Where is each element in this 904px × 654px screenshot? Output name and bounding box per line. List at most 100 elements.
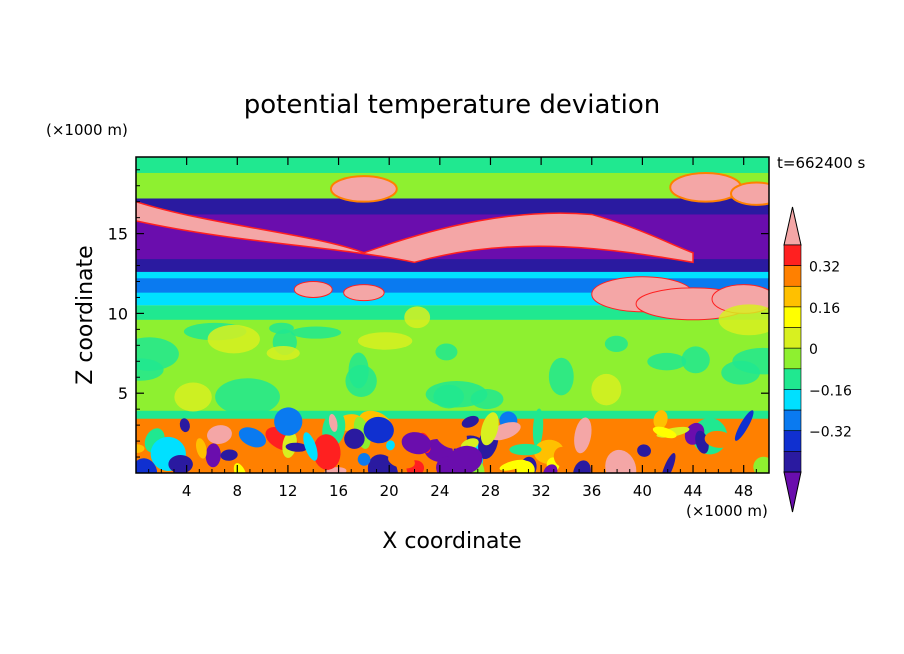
field-patch [344,428,365,449]
field-patch [637,444,651,457]
colorbar-swatch [783,244,802,266]
field-patch [480,412,499,446]
x-tick-label: 12 [278,482,297,500]
x-tick-label: 24 [430,482,449,500]
x-tick-label: 8 [233,482,243,500]
field-band [136,198,769,215]
field-patch [196,438,207,459]
field-patch [574,417,592,454]
field-patch [388,453,415,469]
colorbar: 0.32 0.16 0 −0.16 −0.32 [783,206,852,513]
x-tick-label: 32 [532,482,551,500]
field-patch [328,414,338,432]
field-patch [573,460,591,473]
field-patch [207,425,232,444]
contour-field [136,157,769,473]
field-patch [669,171,743,203]
x-tick-label: 20 [380,482,399,500]
x-unit-label: (×1000 m) [686,502,768,520]
field-patch [179,418,190,433]
field-patch [266,346,300,361]
field-patch [433,384,464,409]
field-patch [734,410,754,441]
field-patch [313,434,341,470]
y-tick-label: 15 [108,225,128,244]
field-patch [174,382,212,412]
field-patch [605,449,637,473]
colorbar-label: 0.16 [809,301,840,317]
colorbar-swatch [783,265,802,287]
field-band [136,259,769,272]
x-tick-label: 48 [734,482,753,500]
field-band [136,305,769,320]
field-patch [303,432,318,461]
field-patch [207,324,260,354]
field-patch [329,175,398,203]
field-patch [730,181,769,206]
colorbar-swatch [783,347,802,370]
y-axis-label: Z coordinate [73,245,98,384]
colorbar-swatch [783,368,802,390]
field-patch [345,364,377,398]
field-band [136,410,769,419]
field-patch [285,442,308,452]
x-tick-label: 40 [633,482,652,500]
colorbar-label: 0 [809,342,818,358]
field-patch [652,426,677,439]
field-patch [343,284,385,302]
y-axis: 5 10 15 [108,169,769,458]
field-patch [509,443,542,456]
field-patch [404,306,431,329]
field-patch [591,373,622,406]
field-patch [704,430,733,448]
field-patch [461,415,479,428]
x-tick-label: 16 [329,482,348,500]
field-patch [553,446,572,468]
field-patch [274,407,303,436]
field-patch [718,304,769,336]
y-unit-label: (×1000 m) [46,121,128,139]
field-patch [661,453,676,473]
x-axis: 4 8 12 16 20 24 28 32 36 40 44 48 [148,157,757,500]
field-patch [269,322,294,334]
field-patch [290,326,342,339]
field-patch [136,200,694,264]
field-patch [499,459,527,471]
field-patch [401,432,432,455]
x-axis-label: X coordinate [382,529,521,554]
field-patch [653,410,668,430]
colorbar-bottom-arrow [783,471,802,513]
field-patch [220,449,238,461]
colorbar-label: −0.16 [809,383,852,399]
field-patch [136,337,179,371]
y-tick-label: 10 [108,304,128,323]
field-patch [647,352,687,371]
field-patch [386,440,395,451]
colorbar-swatch [783,451,802,473]
colorbar-top-arrow [783,206,802,246]
field-patch [532,408,544,448]
field-patch [681,346,710,374]
field-patch [447,445,483,473]
field-patch [136,458,158,473]
x-tick-label: 28 [481,482,500,500]
colorbar-label: −0.32 [809,425,852,441]
colorbar-swatch [783,327,802,349]
colorbar-swatch [783,389,802,411]
x-tick-label: 4 [182,482,192,500]
field-patch [363,416,394,444]
x-tick-label: 44 [683,482,702,500]
field-patch [205,443,221,468]
field-patch [238,427,266,448]
field-patch [604,335,628,353]
field-patch [548,357,574,396]
colorbar-swatch [783,285,802,308]
time-label: t=662400 s [777,154,865,172]
field-patch [732,347,769,375]
colorbar-swatch [783,306,802,328]
field-patch [470,389,504,410]
field-patch [357,332,413,350]
colorbar-swatch [783,409,802,432]
chart-title: potential temperature deviation [244,90,660,120]
